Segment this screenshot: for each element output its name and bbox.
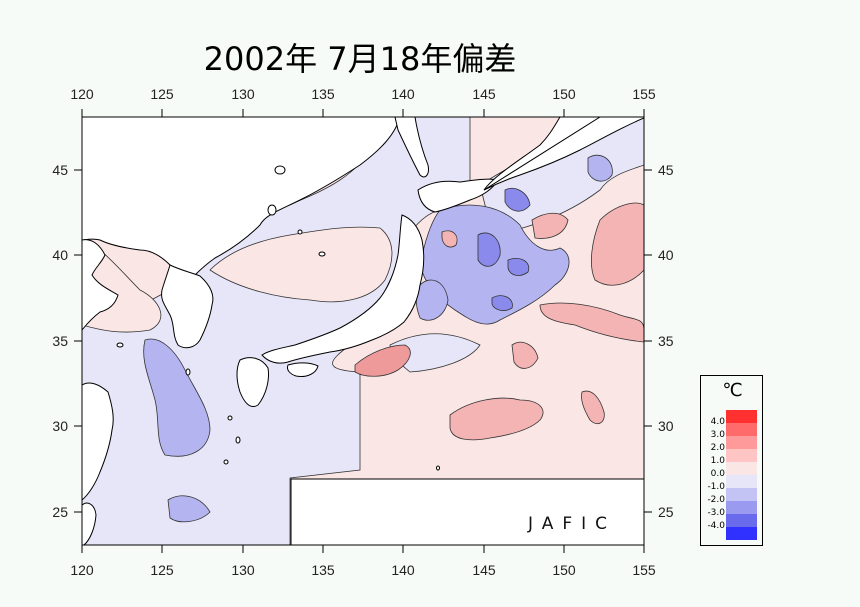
cool-anomaly-deep-4 <box>504 188 531 212</box>
land-masses <box>82 117 644 545</box>
legend-swatch <box>726 462 757 475</box>
lon-label: 140 <box>391 562 415 578</box>
legend-swatches <box>726 410 757 540</box>
legend-label: 1.0 <box>710 456 725 466</box>
warm-anomaly-mid <box>531 212 569 239</box>
lon-label: 130 <box>231 562 255 578</box>
no-data-boundary <box>483 117 644 191</box>
lon-label: 120 <box>70 86 94 102</box>
land-kyushu <box>236 357 269 407</box>
lon-label: 125 <box>150 86 174 102</box>
lon-label: 155 <box>632 562 656 578</box>
legend-label: 4.0 <box>710 417 725 427</box>
legend-label: -2.0 <box>707 495 725 505</box>
land-china <box>82 239 119 331</box>
warm-anomaly-japan-south <box>354 344 411 377</box>
cool-anomaly-kurils <box>587 154 613 182</box>
legend-unit: ℃ <box>722 380 743 401</box>
legend-swatch <box>726 449 757 462</box>
land-hokkaido <box>417 178 499 213</box>
lon-label: 135 <box>311 562 335 578</box>
warm-anomaly-east-1 <box>590 202 644 286</box>
lon-label: 150 <box>552 562 576 578</box>
lon-labels-top: 120 125 130 135 140 145 150 155 <box>70 86 656 102</box>
lat-label: 45 <box>52 162 68 178</box>
cool-anomaly-east-china-sea <box>143 338 211 457</box>
lat-label: 30 <box>52 418 68 434</box>
warm-anomaly-east-2 <box>539 302 644 343</box>
legend-swatch <box>726 436 757 449</box>
lon-label: 135 <box>311 86 335 102</box>
legend-label: -3.0 <box>707 508 725 518</box>
warm-anomaly-south-3 <box>511 341 539 369</box>
land-shikoku <box>287 362 319 377</box>
jafic-credit: JAFIC <box>528 514 617 534</box>
warm-anomaly-small-1 <box>441 230 458 248</box>
map-title: 2002年 7月18年偏差 <box>203 40 517 78</box>
legend-label: 0.0 <box>710 469 725 479</box>
lat-labels-right: 25 30 35 40 45 <box>658 162 674 520</box>
lat-label: 25 <box>52 504 68 520</box>
legend-label: 3.0 <box>710 430 725 440</box>
lon-label: 130 <box>231 86 255 102</box>
lat-label: 30 <box>658 418 674 434</box>
legend-swatch <box>726 514 757 527</box>
lon-label: 120 <box>70 562 94 578</box>
no-data-region <box>290 478 644 545</box>
cool-anomaly-deep-2 <box>507 257 530 276</box>
lat-labels-left: 25 30 35 40 45 <box>52 162 68 520</box>
lon-label: 150 <box>552 86 576 102</box>
legend-swatch <box>726 423 757 436</box>
legend-swatch <box>726 527 757 540</box>
lat-label: 25 <box>658 504 674 520</box>
cool-anomaly-south <box>167 495 211 523</box>
lon-label: 145 <box>472 86 496 102</box>
lon-label: 155 <box>632 86 656 102</box>
lat-label: 40 <box>52 247 68 263</box>
map-frame <box>81 116 645 546</box>
legend-labels: 4.0 3.0 2.0 1.0 0.0 -1.0 -2.0 -3.0 -4.0 <box>703 416 725 533</box>
legend-label: 2.0 <box>710 443 725 453</box>
land-sakhalin <box>394 117 429 178</box>
lon-labels-bottom: 120 125 130 135 140 145 150 155 <box>70 562 656 578</box>
land-china-south <box>82 382 114 501</box>
lat-label: 35 <box>52 333 68 349</box>
legend-label: -4.0 <box>707 521 725 531</box>
land-honshu <box>261 214 425 364</box>
legend-swatch <box>726 410 757 423</box>
color-legend: ℃ 4.0 3.0 2.0 1.0 0.0 -1.0 -2.0 -3.0 -4.0 <box>700 375 763 546</box>
legend-swatch <box>726 501 757 514</box>
warm-anomaly-sea-of-japan <box>209 226 393 303</box>
legend-label: -1.0 <box>707 482 725 492</box>
legend-swatch <box>726 488 757 501</box>
land-kamchatka <box>483 117 644 191</box>
cool-anomaly-deep-1 <box>477 232 501 267</box>
lon-label: 125 <box>150 562 174 578</box>
warm-anomaly-south-2 <box>581 390 605 425</box>
land-korea <box>161 264 214 349</box>
legend-swatch <box>726 475 757 488</box>
land-taiwan <box>82 502 97 545</box>
lon-label: 140 <box>391 86 415 102</box>
warm-anomaly-south-1 <box>449 397 544 441</box>
lon-label: 145 <box>472 562 496 578</box>
land-russia <box>82 117 401 277</box>
lat-label: 40 <box>658 247 674 263</box>
cool-anomaly-deep-3 <box>491 295 513 311</box>
lat-label: 45 <box>658 162 674 178</box>
map-plot-area <box>82 117 644 545</box>
axis-ticks <box>74 109 652 553</box>
lat-label: 35 <box>658 333 674 349</box>
